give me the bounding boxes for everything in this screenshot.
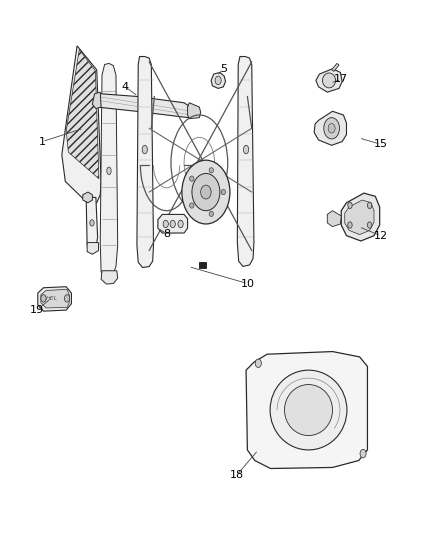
Polygon shape — [345, 200, 374, 235]
Polygon shape — [62, 46, 101, 204]
Ellipse shape — [209, 211, 213, 216]
Ellipse shape — [190, 176, 194, 181]
Ellipse shape — [244, 146, 249, 154]
Text: 10: 10 — [240, 279, 254, 288]
Ellipse shape — [348, 202, 352, 208]
Polygon shape — [246, 352, 367, 469]
Ellipse shape — [190, 203, 194, 208]
Polygon shape — [41, 289, 69, 308]
Polygon shape — [332, 63, 339, 71]
Ellipse shape — [322, 73, 336, 88]
Polygon shape — [86, 197, 98, 249]
Polygon shape — [95, 94, 193, 118]
Text: 8: 8 — [163, 229, 170, 239]
Ellipse shape — [142, 146, 148, 154]
Ellipse shape — [170, 220, 175, 228]
Text: 5: 5 — [220, 64, 227, 74]
Ellipse shape — [270, 370, 347, 450]
Text: 19: 19 — [30, 305, 44, 315]
Ellipse shape — [367, 202, 372, 208]
Polygon shape — [92, 92, 101, 109]
Ellipse shape — [178, 220, 183, 228]
Ellipse shape — [182, 160, 230, 224]
Polygon shape — [187, 103, 201, 119]
Polygon shape — [314, 111, 346, 146]
Ellipse shape — [41, 295, 46, 302]
Polygon shape — [199, 262, 206, 268]
Text: 1: 1 — [39, 136, 46, 147]
Polygon shape — [316, 69, 342, 92]
Text: HEL: HEL — [46, 296, 58, 301]
Polygon shape — [237, 56, 254, 266]
Ellipse shape — [192, 173, 220, 211]
Ellipse shape — [328, 124, 335, 133]
Ellipse shape — [255, 359, 261, 368]
Ellipse shape — [209, 168, 213, 173]
Polygon shape — [100, 63, 118, 278]
Polygon shape — [38, 287, 71, 311]
Text: 18: 18 — [230, 471, 244, 480]
Text: 4: 4 — [122, 82, 129, 92]
Ellipse shape — [285, 384, 332, 435]
Polygon shape — [87, 243, 99, 254]
Ellipse shape — [360, 449, 366, 458]
Polygon shape — [66, 50, 99, 179]
Ellipse shape — [201, 185, 211, 199]
Ellipse shape — [324, 118, 339, 139]
Text: 15: 15 — [374, 139, 388, 149]
Ellipse shape — [163, 220, 168, 228]
Polygon shape — [158, 214, 187, 233]
Ellipse shape — [221, 189, 226, 195]
Polygon shape — [341, 193, 380, 241]
Polygon shape — [137, 56, 153, 268]
Ellipse shape — [90, 220, 94, 226]
Ellipse shape — [107, 167, 111, 174]
Polygon shape — [83, 192, 92, 203]
Text: 12: 12 — [374, 231, 388, 241]
Ellipse shape — [367, 222, 372, 228]
Ellipse shape — [348, 222, 352, 228]
Polygon shape — [327, 211, 341, 227]
Ellipse shape — [64, 295, 70, 302]
Text: 17: 17 — [334, 75, 348, 84]
Polygon shape — [101, 271, 118, 284]
Ellipse shape — [215, 76, 221, 85]
Polygon shape — [211, 72, 226, 88]
